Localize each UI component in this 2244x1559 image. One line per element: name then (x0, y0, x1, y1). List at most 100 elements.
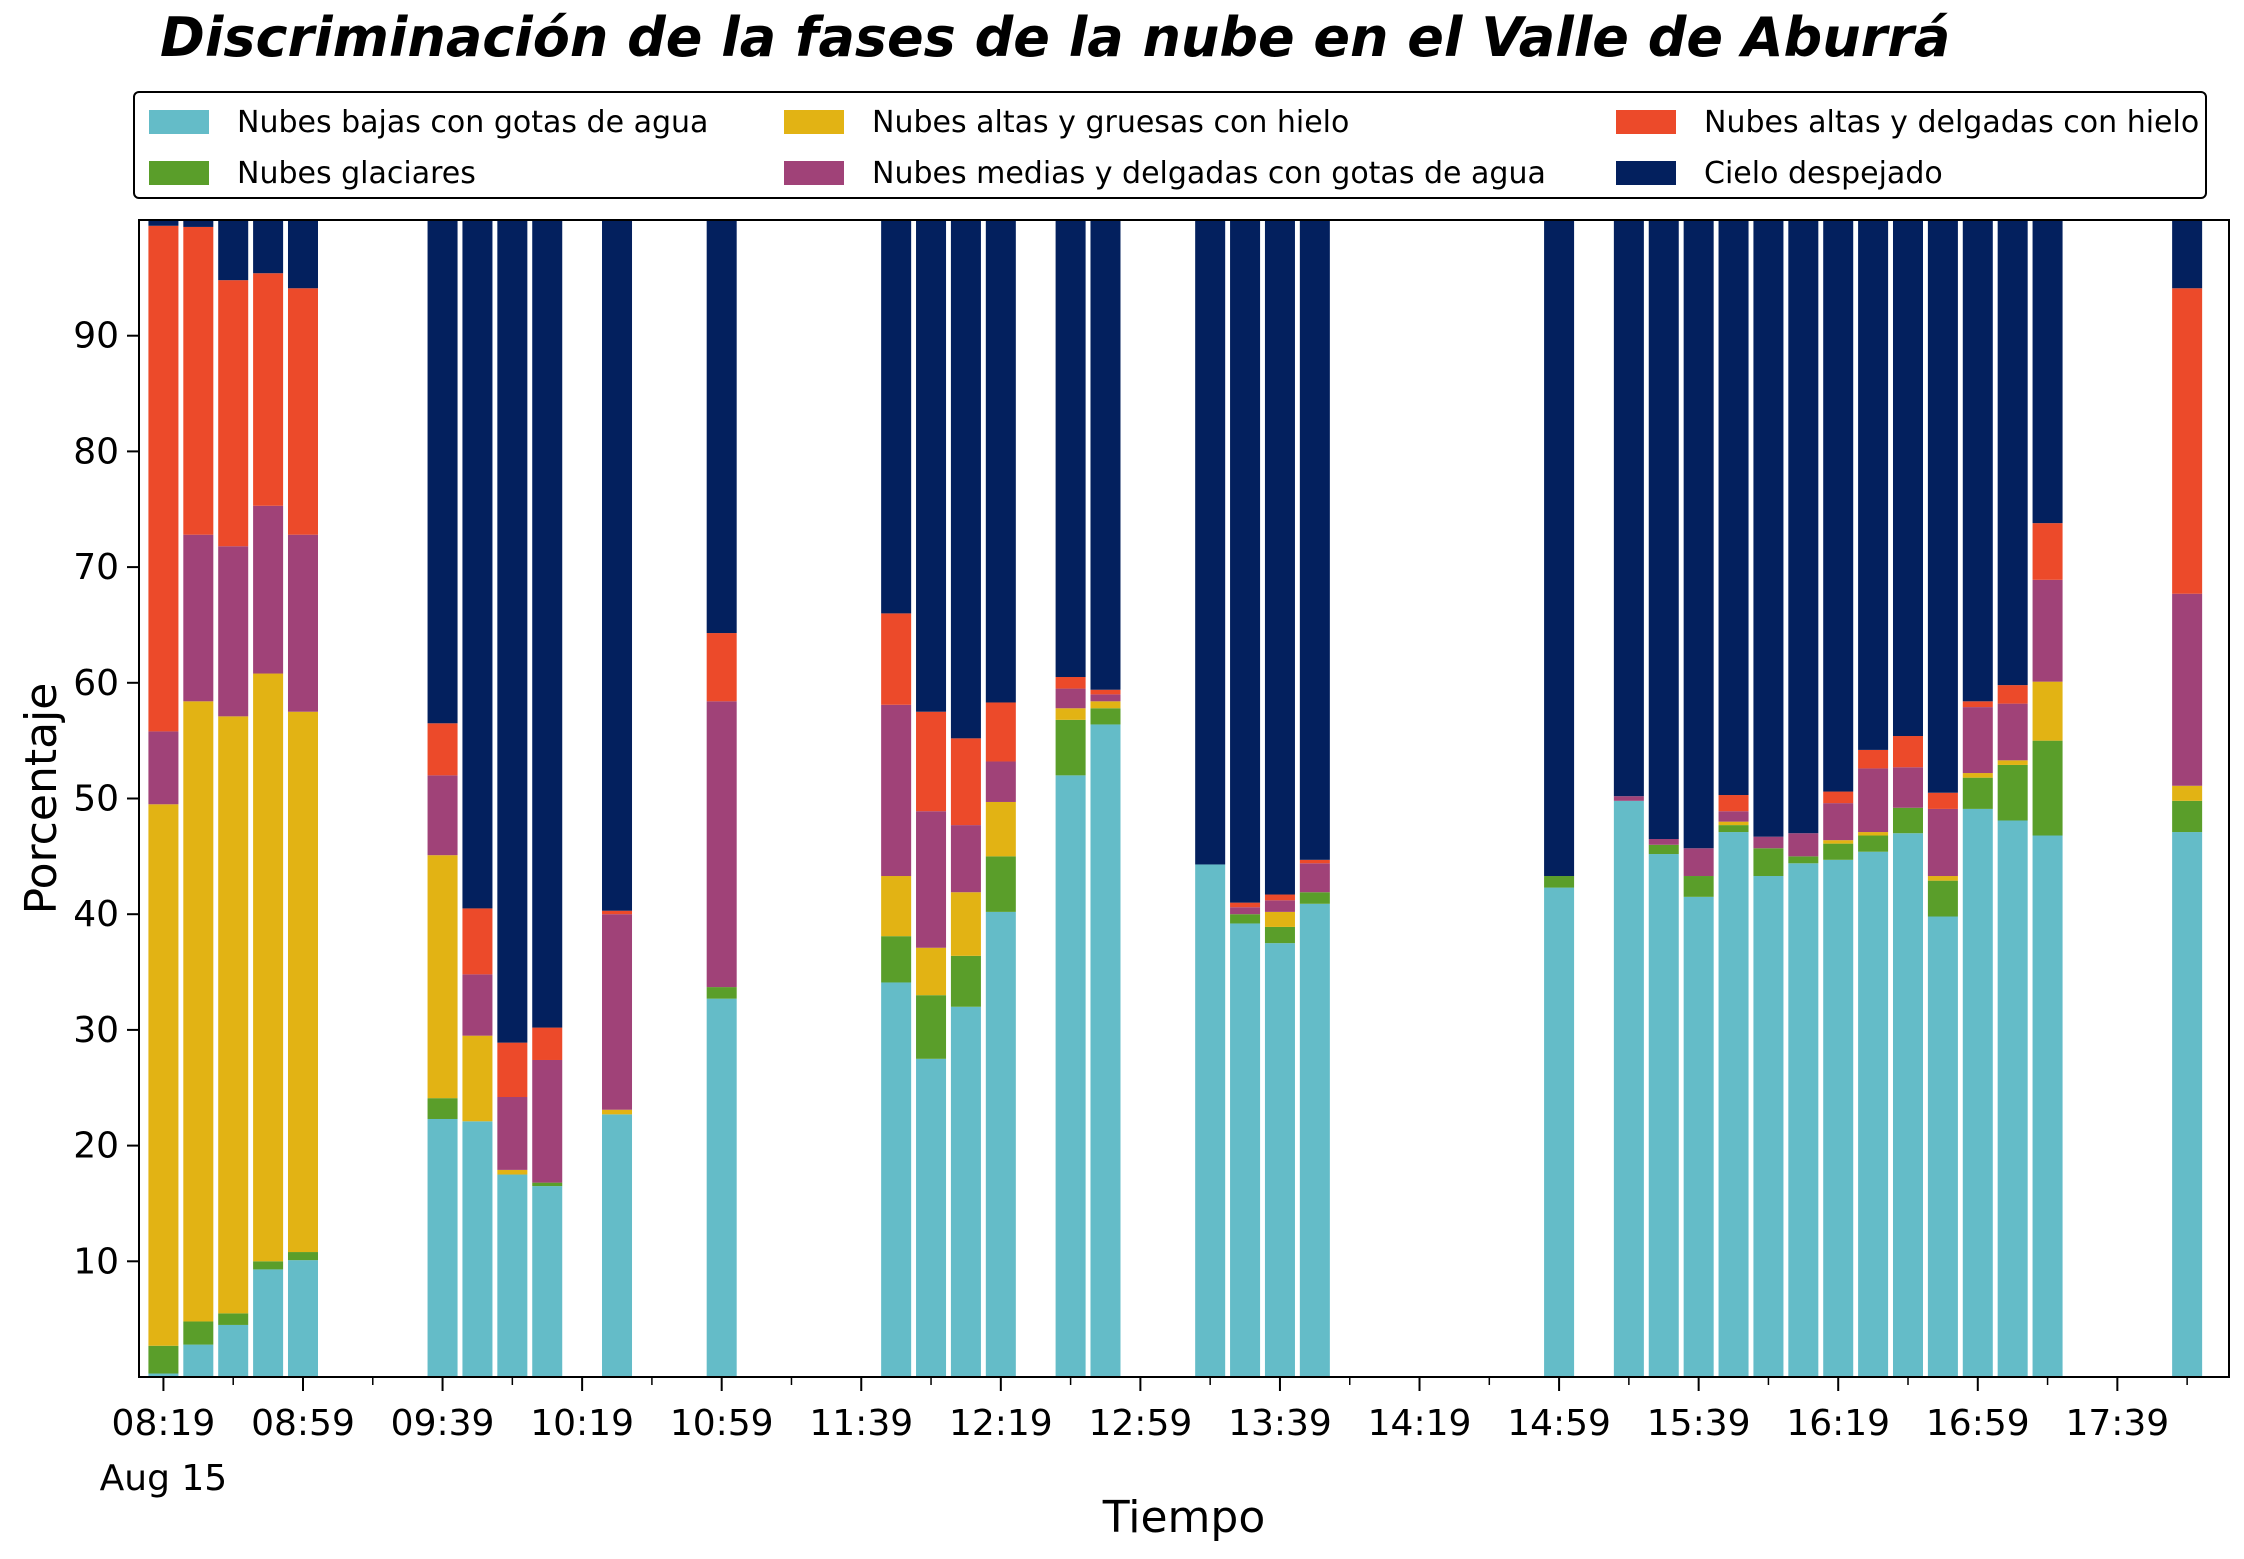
bar-segment (1090, 220, 1121, 690)
bar-segment (950, 825, 981, 893)
bar-segment (1055, 775, 1086, 1377)
x-tick-label: 11:39 (809, 1403, 913, 1444)
legend-item: Nubes altas y gruesas con hielo (784, 102, 1349, 142)
bar-segment (1892, 736, 1923, 768)
bar-segment (1264, 220, 1295, 895)
bar-segment (1264, 911, 1295, 927)
bar-segment (1858, 832, 1889, 836)
y-tick-label: 80 (73, 431, 119, 472)
bar-segment (602, 1114, 633, 1377)
bar-segment (462, 1121, 493, 1377)
bar-segment (497, 1042, 528, 1098)
x-tick-label: 14:59 (1507, 1403, 1611, 1444)
bar-segment (462, 908, 493, 975)
bar-segment (1090, 694, 1121, 702)
bar-segment (1823, 859, 1854, 1377)
x-tick-label: 08:19 (112, 1403, 216, 1444)
bar-segment (218, 546, 249, 717)
bar-segment (1544, 887, 1575, 1377)
bar-segment (1230, 907, 1261, 915)
bar-segment (1299, 903, 1330, 1377)
bar-segment (183, 220, 214, 227)
bar-segment (602, 910, 633, 915)
bar-segment (427, 220, 458, 724)
legend-label: Nubes altas y delgadas con hielo (1704, 104, 2200, 140)
bar-segment (1718, 220, 1749, 796)
x-date-label: Aug 15 (100, 1458, 228, 1499)
bar-segment (1962, 707, 1993, 774)
bar-segment (1823, 220, 1854, 792)
bar-segment (1230, 914, 1261, 924)
bar-segment (183, 226, 214, 535)
bar-segment (2172, 785, 2203, 801)
bar-segment (497, 1169, 528, 1175)
bar-segment (1718, 811, 1749, 822)
bars (148, 220, 2203, 1378)
bar-segment (1927, 792, 1958, 809)
bar-segment (497, 1097, 528, 1170)
bar-segment (1997, 220, 2028, 686)
bar-segment (427, 1098, 458, 1119)
bar-segment (1892, 807, 1923, 834)
bar-segment (532, 220, 563, 1028)
bar-segment (1823, 843, 1854, 860)
bar-segment (1683, 220, 1714, 849)
legend-label: Nubes altas y gruesas con hielo (872, 104, 1350, 140)
bar-segment (532, 1182, 563, 1187)
y-tick-label: 30 (73, 1010, 119, 1051)
legend-item: Nubes altas y delgadas con hielo (1616, 102, 2199, 142)
bar-segment (1927, 916, 1958, 1377)
bar-segment (1753, 876, 1784, 1377)
legend-label: Nubes medias y delgadas con gotas de agu… (872, 155, 1546, 191)
bar-segment (183, 534, 214, 702)
bar-segment (985, 856, 1016, 912)
bar-segment (602, 914, 633, 1110)
bar-segment (1823, 803, 1854, 841)
bar-segment (602, 1109, 633, 1115)
bar-segment (706, 701, 737, 988)
bar-segment (1648, 220, 1679, 839)
bar-segment (2032, 220, 2063, 524)
legend-item: Cielo despejado (1616, 153, 1943, 193)
bar-segment (881, 613, 912, 705)
bar-segment (1718, 795, 1749, 812)
bar-segment (1858, 220, 1889, 750)
y-tick-label: 40 (73, 894, 119, 935)
y-tick-label: 90 (73, 316, 119, 357)
bar-segment (1927, 808, 1958, 877)
bar-segment (1055, 220, 1086, 678)
bar-segment (950, 892, 981, 956)
bar-segment (1299, 220, 1330, 860)
bar-segment (1962, 701, 1993, 708)
bar-segment (1648, 854, 1679, 1377)
bar-segment (2032, 681, 2063, 741)
x-tick-label: 09:39 (391, 1403, 495, 1444)
bar-segment (1858, 749, 1889, 769)
bar-segment (985, 911, 1016, 1377)
bar-segment (1299, 892, 1330, 904)
bar-segment (532, 1027, 563, 1060)
bar-segment (427, 1118, 458, 1377)
bar-segment (916, 811, 947, 948)
x-tick-label: 16:19 (1786, 1403, 1890, 1444)
bar-segment (881, 876, 912, 937)
legend-label: Nubes glaciares (237, 155, 476, 191)
x-tick-label: 08:59 (251, 1403, 355, 1444)
bar-segment (1927, 220, 1958, 793)
x-tick-label: 14:19 (1368, 1403, 1472, 1444)
x-tick-label: 15:39 (1647, 1403, 1751, 1444)
legend-label: Cielo despejado (1704, 155, 1943, 191)
bar-segment (1997, 703, 2028, 761)
bar-segment (1997, 820, 2028, 1377)
bar-segment (1230, 923, 1261, 1377)
bar-segment (1195, 864, 1226, 1377)
bar-segment (706, 633, 737, 702)
bar-segment (916, 947, 947, 996)
bar-segment (1927, 876, 1958, 881)
bar-segment (916, 711, 947, 812)
bar-segment (1055, 688, 1086, 709)
legend: Nubes bajas con gotas de agua Nubes glaci… (133, 91, 2207, 199)
bar-segment (2032, 579, 2063, 682)
bar-segment (253, 505, 284, 674)
bar-segment (985, 702, 1016, 762)
